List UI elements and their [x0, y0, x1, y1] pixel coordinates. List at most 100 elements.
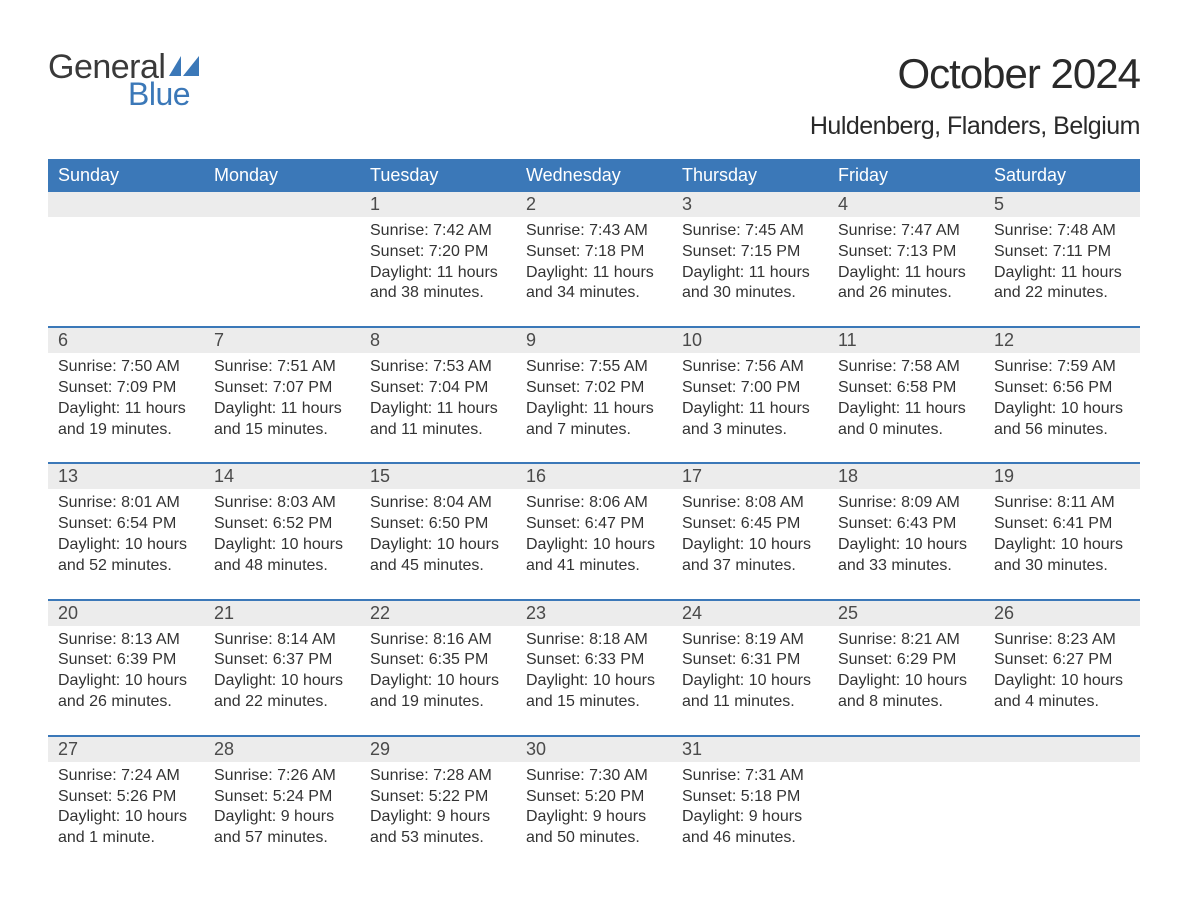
field-label: Sunrise:	[58, 494, 117, 511]
sunrise-line: Sunrise: 7:26 AM	[214, 766, 350, 787]
day-body	[984, 762, 1140, 766]
field-value: 8:16 AM	[433, 631, 492, 648]
day-body: Sunrise: 8:23 AMSunset: 6:27 PMDaylight:…	[984, 626, 1140, 713]
sunrise-line: Sunrise: 7:43 AM	[526, 221, 662, 242]
dow-sunday: Sunday	[48, 159, 204, 192]
field-value: 7:51 AM	[277, 358, 336, 375]
day-body: Sunrise: 7:53 AMSunset: 7:04 PMDaylight:…	[360, 353, 516, 440]
field-label: Sunrise:	[370, 358, 429, 375]
field-value: 7:45 AM	[745, 222, 804, 239]
daylight-line-1: Daylight: 10 hours	[682, 535, 818, 556]
day-number: 11	[828, 328, 984, 353]
sunrise-line: Sunrise: 7:56 AM	[682, 357, 818, 378]
field-value: 6:27 PM	[1053, 651, 1113, 668]
day-cell: 12Sunrise: 7:59 AMSunset: 6:56 PMDayligh…	[984, 328, 1140, 462]
sunset-line: Sunset: 6:37 PM	[214, 650, 350, 671]
field-label: Sunset:	[526, 515, 580, 532]
field-label: Sunset:	[838, 243, 892, 260]
field-value: 6:50 PM	[429, 515, 489, 532]
week-row: 27Sunrise: 7:24 AMSunset: 5:26 PMDayligh…	[48, 735, 1140, 871]
dow-wednesday: Wednesday	[516, 159, 672, 192]
field-value: 8:23 AM	[1057, 631, 1116, 648]
field-value: 8:06 AM	[589, 494, 648, 511]
field-label: Sunset:	[214, 788, 268, 805]
day-cell: 31Sunrise: 7:31 AMSunset: 5:18 PMDayligh…	[672, 737, 828, 871]
field-label: Sunset:	[370, 243, 424, 260]
sunset-line: Sunset: 6:45 PM	[682, 514, 818, 535]
daylight-line-2: and 11 minutes.	[370, 420, 506, 441]
field-value: 7:07 PM	[273, 379, 333, 396]
sunset-line: Sunset: 7:00 PM	[682, 378, 818, 399]
sunset-line: Sunset: 6:58 PM	[838, 378, 974, 399]
field-value: and 50 minutes.	[526, 829, 640, 846]
field-value: 11 hours	[281, 400, 342, 417]
field-value: and 4 minutes.	[994, 693, 1099, 710]
field-value: 7:11 PM	[1053, 243, 1111, 260]
sunrise-line: Sunrise: 7:53 AM	[370, 357, 506, 378]
field-value: 6:29 PM	[897, 651, 957, 668]
sunset-line: Sunset: 6:31 PM	[682, 650, 818, 671]
field-value: 10 hours	[125, 672, 187, 689]
day-number: 16	[516, 464, 672, 489]
daylight-line-2: and 30 minutes.	[994, 556, 1130, 577]
field-label: Sunrise:	[682, 494, 741, 511]
sunset-line: Sunset: 6:41 PM	[994, 514, 1130, 535]
field-label: Sunrise:	[526, 767, 585, 784]
field-label: Sunset:	[994, 515, 1048, 532]
day-body: Sunrise: 7:42 AMSunset: 7:20 PMDaylight:…	[360, 217, 516, 304]
field-label: Sunset:	[526, 651, 580, 668]
field-label: Daylight:	[994, 672, 1056, 689]
field-value: 6:56 PM	[1053, 379, 1113, 396]
day-body	[204, 217, 360, 221]
day-body: Sunrise: 7:50 AMSunset: 7:09 PMDaylight:…	[48, 353, 204, 440]
daylight-line-1: Daylight: 9 hours	[214, 807, 350, 828]
day-cell: 17Sunrise: 8:08 AMSunset: 6:45 PMDayligh…	[672, 464, 828, 598]
sunset-line: Sunset: 5:24 PM	[214, 787, 350, 808]
field-label: Sunset:	[682, 243, 736, 260]
field-value: and 19 minutes.	[370, 693, 484, 710]
field-label: Sunrise:	[58, 767, 117, 784]
field-label: Sunrise:	[838, 631, 897, 648]
field-value: and 22 minutes.	[994, 284, 1108, 301]
field-value: and 11 minutes.	[370, 421, 483, 438]
brand-word-2: Blue	[128, 78, 199, 110]
field-label: Sunset:	[682, 379, 736, 396]
field-value: 8:03 AM	[277, 494, 336, 511]
field-value: 10 hours	[749, 672, 811, 689]
field-value: 10 hours	[125, 536, 187, 553]
field-value: 10 hours	[437, 536, 499, 553]
field-label: Daylight:	[214, 536, 276, 553]
day-cell: 22Sunrise: 8:16 AMSunset: 6:35 PMDayligh…	[360, 601, 516, 735]
daylight-line-1: Daylight: 11 hours	[526, 263, 662, 284]
day-body	[828, 762, 984, 766]
field-label: Sunset:	[214, 515, 268, 532]
daylight-line-2: and 11 minutes.	[682, 692, 818, 713]
field-value: 10 hours	[749, 536, 811, 553]
field-label: Daylight:	[58, 536, 120, 553]
daylight-line-2: and 26 minutes.	[838, 283, 974, 304]
daylight-line-1: Daylight: 10 hours	[526, 535, 662, 556]
day-body: Sunrise: 7:26 AMSunset: 5:24 PMDaylight:…	[204, 762, 360, 849]
daylight-line-1: Daylight: 11 hours	[370, 399, 506, 420]
sunset-line: Sunset: 7:07 PM	[214, 378, 350, 399]
day-body: Sunrise: 8:01 AMSunset: 6:54 PMDaylight:…	[48, 489, 204, 576]
field-label: Sunrise:	[214, 767, 273, 784]
field-value: 10 hours	[125, 808, 187, 825]
field-value: 10 hours	[1061, 672, 1123, 689]
field-value: 8:19 AM	[745, 631, 804, 648]
day-number	[204, 192, 360, 217]
day-cell: 11Sunrise: 7:58 AMSunset: 6:58 PMDayligh…	[828, 328, 984, 462]
weeks-container: 1Sunrise: 7:42 AMSunset: 7:20 PMDaylight…	[48, 192, 1140, 871]
day-cell: 26Sunrise: 8:23 AMSunset: 6:27 PMDayligh…	[984, 601, 1140, 735]
field-value: and 15 minutes.	[526, 693, 640, 710]
field-label: Sunrise:	[58, 358, 117, 375]
field-value: 6:37 PM	[273, 651, 333, 668]
sunrise-line: Sunrise: 7:47 AM	[838, 221, 974, 242]
day-number: 12	[984, 328, 1140, 353]
field-label: Sunrise:	[370, 631, 429, 648]
sunset-line: Sunset: 7:11 PM	[994, 242, 1130, 263]
sunset-line: Sunset: 7:13 PM	[838, 242, 974, 263]
field-value: 7:28 AM	[433, 767, 492, 784]
day-number: 20	[48, 601, 204, 626]
field-value: 7:20 PM	[429, 243, 489, 260]
